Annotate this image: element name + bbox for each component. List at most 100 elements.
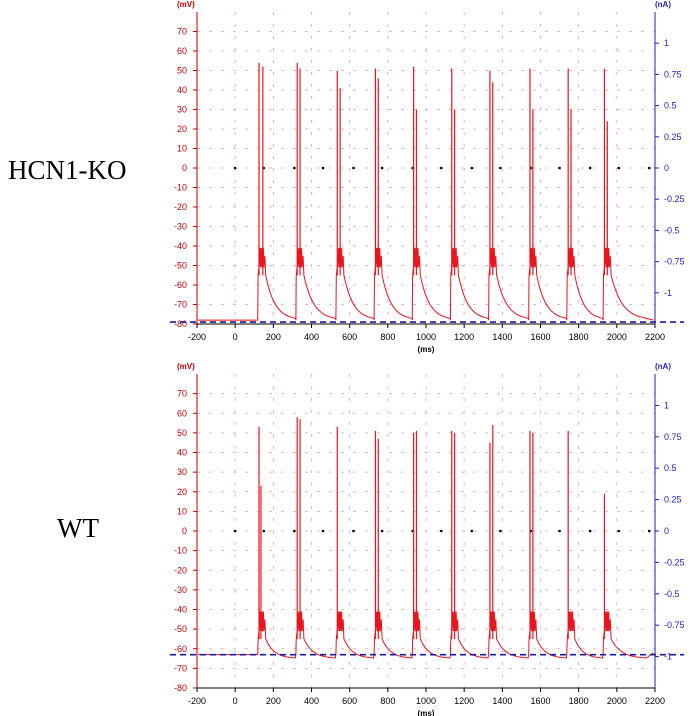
- y-unit-right: (nA): [655, 362, 671, 371]
- panel-label-bottom: WT: [57, 513, 99, 543]
- y-tick-label-left: 70: [177, 389, 187, 399]
- stimulus-dot: [588, 166, 592, 170]
- y-tick-label-left: 60: [177, 408, 187, 418]
- y-tick-label-right: -0.75: [664, 257, 685, 267]
- y-tick-label-left: 50: [177, 66, 187, 76]
- y-tick-label-left: 30: [177, 105, 187, 115]
- y-tick-label-right: 0.5: [664, 463, 677, 473]
- x-tick-label: 800: [380, 332, 395, 342]
- stimulus-dot: [617, 529, 621, 533]
- stimulus-dot: [233, 166, 237, 170]
- y-tick-label-left: -30: [174, 585, 187, 595]
- x-tick-label: 1200: [454, 332, 474, 342]
- y-tick-label-left: -30: [174, 222, 187, 232]
- x-tick-label: 0: [233, 696, 238, 706]
- y-tick-label-left: -20: [174, 565, 187, 575]
- panel-label-top: HCN1-KO: [8, 155, 127, 185]
- voltage-trace: [198, 247, 654, 321]
- stimulus-dot: [617, 166, 621, 170]
- y-tick-label-left: 0: [182, 526, 187, 536]
- stimulus-dot: [321, 529, 325, 533]
- y-tick-label-left: -60: [174, 644, 187, 654]
- y-tick-label-left: -50: [174, 261, 187, 271]
- x-tick-label: 2000: [607, 332, 627, 342]
- x-tick-label: 1400: [492, 696, 512, 706]
- y-tick-label-right: -1: [664, 288, 672, 298]
- x-tick-label: 1000: [416, 332, 436, 342]
- y-tick-label-left: 10: [177, 506, 187, 516]
- x-tick-label: 2200: [645, 332, 665, 342]
- y-tick-label-left: 20: [177, 487, 187, 497]
- y-tick-label-left: -80: [174, 683, 187, 693]
- y-tick-label-right: -0.25: [664, 557, 685, 567]
- y-tick-label-right: 1: [664, 38, 669, 48]
- stimulus-dot: [321, 166, 325, 170]
- voltage-trace: [198, 611, 654, 659]
- x-tick-label: 800: [380, 696, 395, 706]
- stimulus-dot: [588, 529, 592, 533]
- y-tick-label-right: -0.25: [664, 194, 685, 204]
- y-tick-label-right: 0.5: [664, 101, 677, 111]
- stimulus-dot: [439, 529, 443, 533]
- x-tick-label: 2200: [645, 696, 665, 706]
- stimulus-dot: [558, 529, 561, 533]
- y-tick-label-left: -70: [174, 663, 187, 673]
- x-tick-label: -200: [188, 332, 206, 342]
- stimulus-dot: [233, 529, 237, 533]
- x-axis-label: (ms): [418, 345, 435, 354]
- x-tick-label: 1200: [454, 696, 474, 706]
- y-unit-right: (nA): [655, 0, 671, 9]
- y-tick-label-right: -0.5: [664, 225, 680, 235]
- y-tick-label-right: -1: [664, 652, 672, 662]
- y-tick-label-left: -40: [174, 605, 187, 615]
- y-tick-label-left: 50: [177, 428, 187, 438]
- x-tick-label: 2000: [607, 696, 627, 706]
- y-tick-label-left: 10: [177, 144, 187, 154]
- x-tick-label: 1800: [569, 696, 589, 706]
- y-tick-label-left: -50: [174, 624, 187, 634]
- y-tick-label-right: 0.75: [664, 432, 682, 442]
- y-tick-label-right: 0.25: [664, 495, 682, 505]
- x-axis-label: (ms): [418, 709, 435, 716]
- stimulus-dot: [499, 166, 502, 170]
- stimulus-dot: [380, 529, 384, 533]
- stimulus-dot: [439, 166, 443, 170]
- x-tick-label: 600: [342, 696, 357, 706]
- x-tick-label: 1600: [530, 332, 550, 342]
- y-tick-label-left: 60: [177, 46, 187, 56]
- y-tick-label-right: -0.75: [664, 620, 685, 630]
- stimulus-dot: [262, 529, 266, 533]
- y-tick-label-left: -80: [174, 319, 187, 329]
- y-tick-label-right: 1: [664, 400, 669, 410]
- y-tick-label-right: -0.5: [664, 589, 680, 599]
- x-tick-label: 1600: [530, 696, 550, 706]
- stimulus-dot: [380, 166, 384, 170]
- y-tick-label-left: 20: [177, 124, 187, 134]
- y-tick-label-left: -10: [174, 183, 187, 193]
- y-tick-label-left: 70: [177, 27, 187, 37]
- y-tick-label-right: 0.75: [664, 69, 682, 79]
- stimulus-dot: [647, 166, 651, 170]
- x-tick-label: 1000: [416, 696, 436, 706]
- stimulus-dot: [470, 166, 474, 170]
- x-tick-label: 1400: [492, 332, 512, 342]
- y-tick-label-left: -10: [174, 546, 187, 556]
- y-tick-label-left: -70: [174, 300, 187, 310]
- chart-panel-hcn1-ko: 706050403020100-10-20-30-40-50-60-70-80(…: [170, 0, 685, 354]
- y-tick-label-right: 0: [664, 163, 669, 173]
- x-tick-label: 200: [266, 332, 281, 342]
- y-tick-label-left: -60: [174, 280, 187, 290]
- x-tick-label: -200: [188, 696, 206, 706]
- stimulus-dot: [499, 529, 502, 533]
- stimulus-dot: [293, 166, 296, 170]
- stimulus-dot: [470, 529, 474, 533]
- y-tick-label-left: 40: [177, 448, 187, 458]
- stimulus-dot: [352, 166, 355, 170]
- stimulus-dot: [293, 529, 296, 533]
- stimulus-dot: [647, 529, 651, 533]
- y-tick-label-right: 0.25: [664, 132, 682, 142]
- y-tick-label-left: -40: [174, 241, 187, 251]
- y-tick-label-left: 40: [177, 85, 187, 95]
- x-tick-label: 400: [304, 332, 319, 342]
